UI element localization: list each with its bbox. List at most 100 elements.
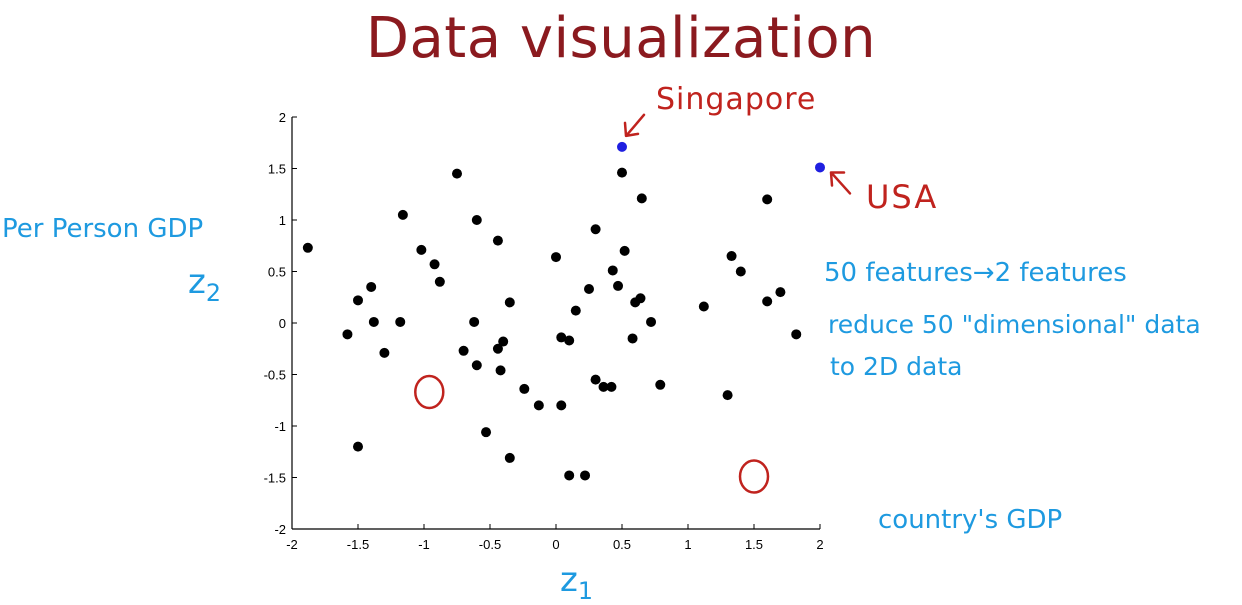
data-point <box>606 381 617 392</box>
x-tick-label: 1 <box>684 537 691 552</box>
label-z1-main: z <box>560 560 578 600</box>
x-tick-label: -1 <box>418 537 430 552</box>
annotation-features: 50 features→2 features <box>824 258 1127 288</box>
data-point <box>353 441 363 452</box>
features-to: 2 features <box>994 258 1127 288</box>
data-point <box>570 305 581 316</box>
data-point <box>492 235 503 246</box>
x-tick-labels: -2 -1.5 -1 -0.5 0 0.5 1 1.5 2 <box>286 537 823 552</box>
data-point <box>397 209 408 220</box>
y-tick-label: -2 <box>274 522 286 537</box>
x-tick-label: 0 <box>552 537 559 552</box>
data-point <box>613 280 624 291</box>
data-point <box>556 400 567 411</box>
x-tick-label: 1.5 <box>745 537 763 552</box>
data-point <box>636 193 647 204</box>
x-tick-label: -1.5 <box>347 537 369 552</box>
data-point <box>551 252 561 263</box>
data-point <box>366 281 377 292</box>
data-point <box>498 336 509 347</box>
y-tick-label: 0 <box>279 316 286 331</box>
data-point <box>775 287 786 298</box>
annotation-arrows <box>623 113 852 195</box>
annotation-to-2d: to 2D data <box>830 352 963 381</box>
usa-arrow-head <box>829 171 846 187</box>
y-tick-label: -1.5 <box>264 471 286 486</box>
data-point <box>434 276 445 287</box>
singapore-arrow-head <box>623 121 640 138</box>
data-point <box>580 470 591 481</box>
data-point <box>416 244 427 255</box>
data-point <box>698 301 709 312</box>
highlighted-point <box>815 162 825 173</box>
data-point <box>655 379 666 390</box>
data-point <box>492 343 503 354</box>
data-point <box>353 295 363 306</box>
data-point <box>607 265 618 276</box>
data-point <box>379 347 390 358</box>
label-z2: z2 <box>188 262 221 307</box>
data-point <box>452 168 462 179</box>
plot-axes <box>291 116 821 530</box>
data-point <box>590 224 601 235</box>
y-tick-labels: -2 -1.5 -1 -0.5 0 0.5 1 1.5 2 <box>264 110 286 537</box>
data-point <box>735 266 746 277</box>
usa-arrow-shaft <box>830 172 852 195</box>
y-tick-label: 1 <box>279 213 286 228</box>
data-point <box>627 333 638 344</box>
label-z1: z1 <box>560 560 593 605</box>
y-tick-label: -0.5 <box>264 368 286 383</box>
data-point <box>504 297 515 308</box>
circle-annotation <box>414 374 445 410</box>
label-z2-sub: 2 <box>205 279 221 308</box>
data-point <box>481 427 492 438</box>
circled-points <box>414 374 770 494</box>
data-point <box>469 316 480 327</box>
x-tick-label: -2 <box>286 537 298 552</box>
page-title: Data visualization <box>365 6 877 71</box>
annotation-singapore: Singapore <box>656 82 817 117</box>
data-point <box>368 316 379 327</box>
features-arrow: → <box>972 258 995 288</box>
data-point <box>762 296 773 307</box>
data-point <box>617 167 627 178</box>
data-point <box>762 194 773 205</box>
data-point <box>471 215 482 225</box>
data-point <box>395 316 406 327</box>
data-point <box>342 329 353 340</box>
data-point <box>495 365 506 376</box>
data-point <box>519 383 530 394</box>
label-z1-sub: 1 <box>577 577 593 605</box>
data-point <box>564 335 575 346</box>
data-point <box>598 381 609 392</box>
data-point <box>722 390 733 401</box>
highlighted-point <box>617 141 627 152</box>
data-point <box>564 470 575 481</box>
y-tick-label: 1.5 <box>268 162 286 177</box>
data-points <box>302 141 825 481</box>
features-from: 50 features <box>824 258 973 288</box>
data-point <box>584 284 594 295</box>
x-tick-label: 2 <box>816 537 823 552</box>
singapore-arrow-shaft <box>625 113 646 137</box>
x-tick-label: -0.5 <box>479 537 501 552</box>
data-point <box>619 245 630 256</box>
y-tick-label: 2 <box>279 110 286 125</box>
data-point <box>458 345 469 356</box>
data-point <box>590 374 601 385</box>
circle-annotation <box>738 459 770 494</box>
data-point <box>429 259 440 270</box>
x-tick-label: 0.5 <box>613 537 631 552</box>
label-z2-main: z <box>188 262 206 302</box>
data-point <box>533 400 544 411</box>
data-point <box>635 293 646 304</box>
y-tick-label: -1 <box>274 419 286 434</box>
data-point <box>791 329 802 340</box>
data-point <box>726 251 737 262</box>
data-point <box>556 332 567 343</box>
annotation-per-person-gdp: Per Person GDP <box>2 214 204 244</box>
y-tick-label: 0.5 <box>268 265 286 280</box>
data-point <box>504 452 515 463</box>
annotation-usa: USA <box>866 178 939 216</box>
